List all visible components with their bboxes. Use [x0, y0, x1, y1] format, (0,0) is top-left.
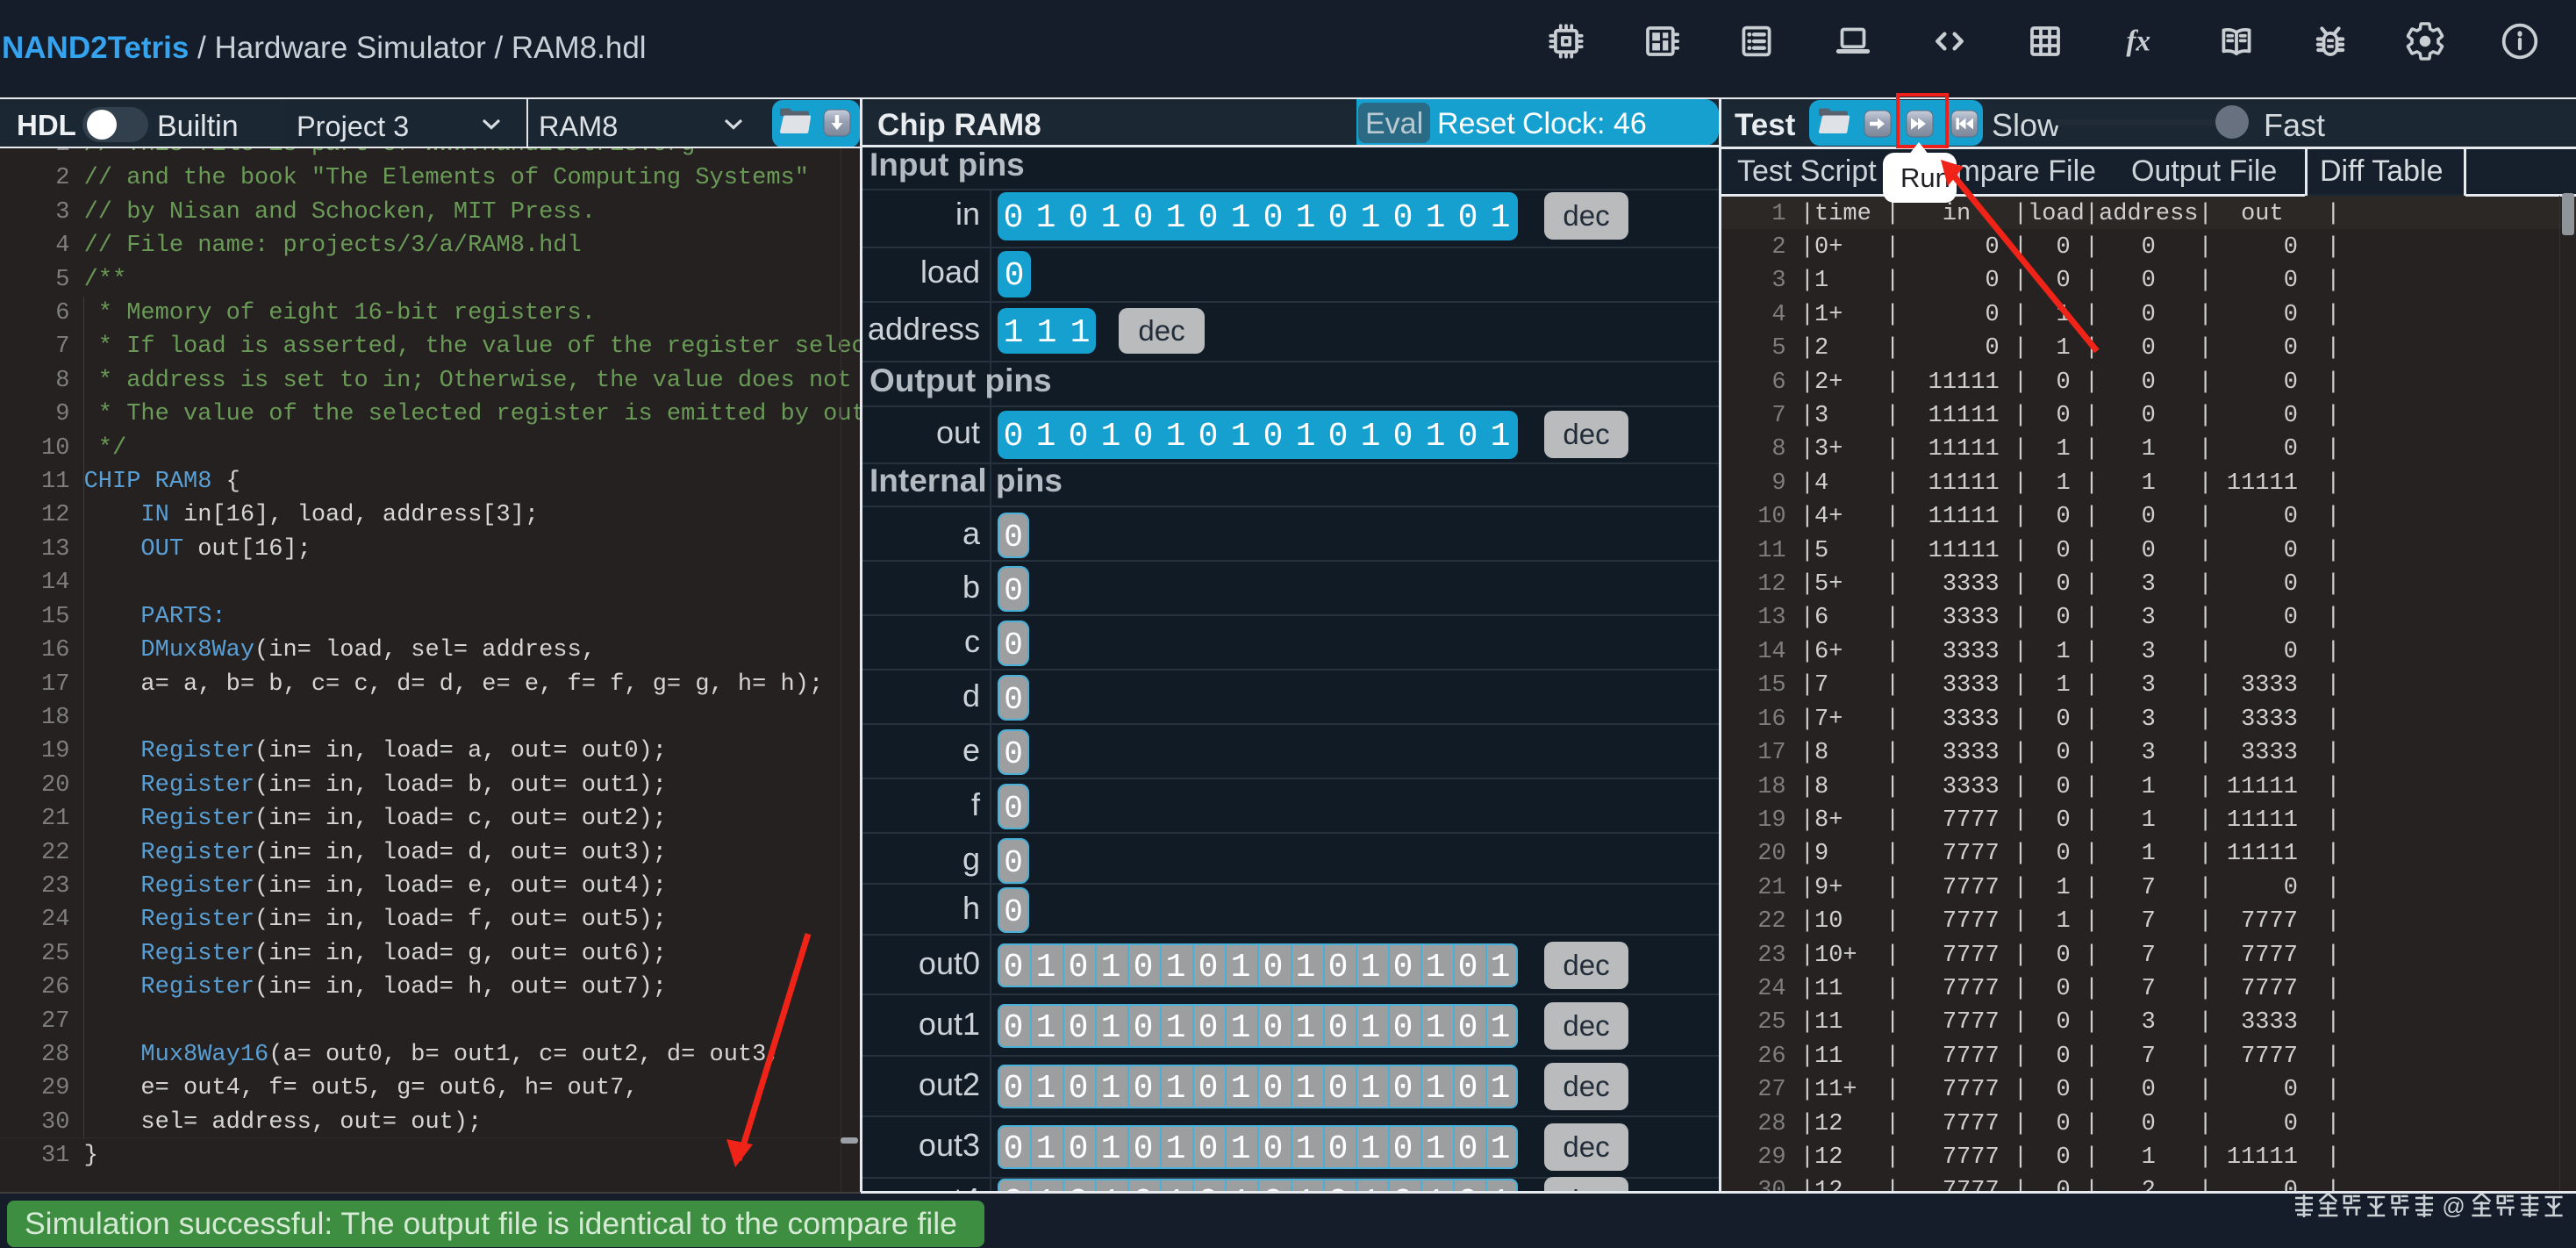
- svg-text:fx: fx: [2126, 25, 2150, 57]
- svg-text:Run: Run: [1900, 162, 1950, 193]
- svg-text:@: @: [2442, 1193, 2465, 1219]
